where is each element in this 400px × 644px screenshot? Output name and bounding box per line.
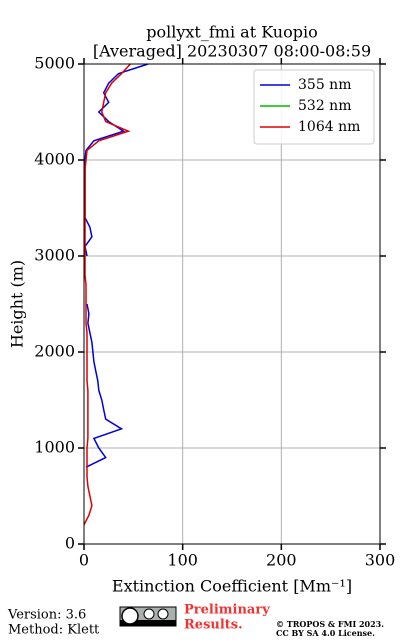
y-axis-label: Height (m)	[8, 260, 27, 348]
x-tick-label: 200	[266, 551, 297, 570]
version: Version: 3.6	[7, 608, 86, 623]
profile-line	[83, 63, 131, 526]
x-axis-label: Extinction Coefficient [Mm⁻¹]	[112, 577, 352, 596]
legend-box	[253, 69, 375, 145]
method: Method: Klett	[8, 623, 100, 638]
chart-title: pollyxt_fmi at Kuopio	[146, 23, 317, 42]
cc-logo	[119, 606, 177, 627]
legend-label: 532 nm	[298, 98, 351, 114]
chart-subtitle: [Averaged] 20230307 08:00-08:59	[93, 42, 371, 61]
y-tick-label: 3000	[34, 246, 75, 265]
y-tick-label: 5000	[34, 54, 75, 73]
profile-line	[84, 63, 149, 468]
y-tick-label: 4000	[34, 150, 75, 169]
plot-frame	[83, 63, 381, 545]
x-tick-label: 300	[365, 551, 396, 570]
legend-label: 355 nm	[298, 77, 351, 93]
x-tick-label: 0	[79, 551, 89, 570]
copyright: CC BY SA 4.0 License.	[276, 628, 375, 638]
x-tick-label: 100	[167, 551, 198, 570]
y-tick-label: 0	[65, 534, 75, 553]
y-tick-label: 2000	[34, 342, 75, 361]
copyright: © TROPOS & FMI 2023.	[276, 619, 384, 629]
notice: Preliminary	[184, 603, 270, 618]
y-tick-label: 1000	[34, 438, 75, 457]
notice: Results.	[184, 618, 243, 633]
legend-label: 1064 nm	[298, 119, 360, 135]
